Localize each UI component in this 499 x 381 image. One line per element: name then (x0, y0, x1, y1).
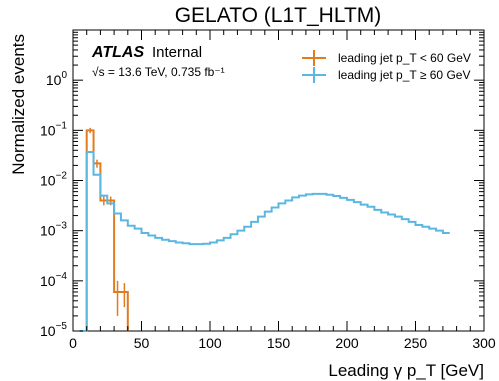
x-tick-label: 150 (267, 335, 291, 351)
x-tick-label: 250 (404, 335, 428, 351)
legend-entry-high: leading jet p_T ≥ 60 GeV (302, 67, 470, 83)
x-axis-label: Leading γ p_T [GeV] (328, 361, 484, 380)
legend: leading jet p_T < 60 GeV leading jet p_T… (302, 50, 471, 83)
y-tick-label: 10−5 (40, 321, 67, 339)
x-tick-label: 300 (472, 335, 496, 351)
legend-entry-low: leading jet p_T < 60 GeV (302, 50, 471, 66)
y-tick-label: 10−4 (40, 271, 67, 289)
legend-label-low: leading jet p_T < 60 GeV (338, 51, 471, 65)
series-layer (80, 128, 450, 331)
legend-label-high: leading jet p_T ≥ 60 GeV (338, 68, 470, 82)
atlas-label-sub: Internal (152, 44, 202, 61)
y-tick-label: 100 (46, 70, 68, 88)
series-1-histogram (80, 152, 450, 331)
y-tick-label: 10−2 (40, 171, 67, 189)
x-tick-label: 100 (198, 335, 222, 351)
y-tick-label: 10−3 (40, 221, 67, 239)
x-tick-label: 50 (134, 335, 150, 351)
atlas-label-main: ATLAS (91, 44, 144, 61)
y-axis-label: Normalized events (9, 34, 28, 175)
atlas-label: ATLAS Internal √s = 13.6 TeV, 0.735 fb⁻¹ (91, 44, 225, 79)
x-tick-label: 0 (69, 335, 77, 351)
y-tick-label: 10−1 (40, 120, 67, 138)
chart-title: GELATO (L1T_HLTM) (175, 4, 382, 27)
x-tick-label: 200 (335, 335, 359, 351)
energy-label: √s = 13.6 TeV, 0.735 fb⁻¹ (92, 65, 225, 79)
